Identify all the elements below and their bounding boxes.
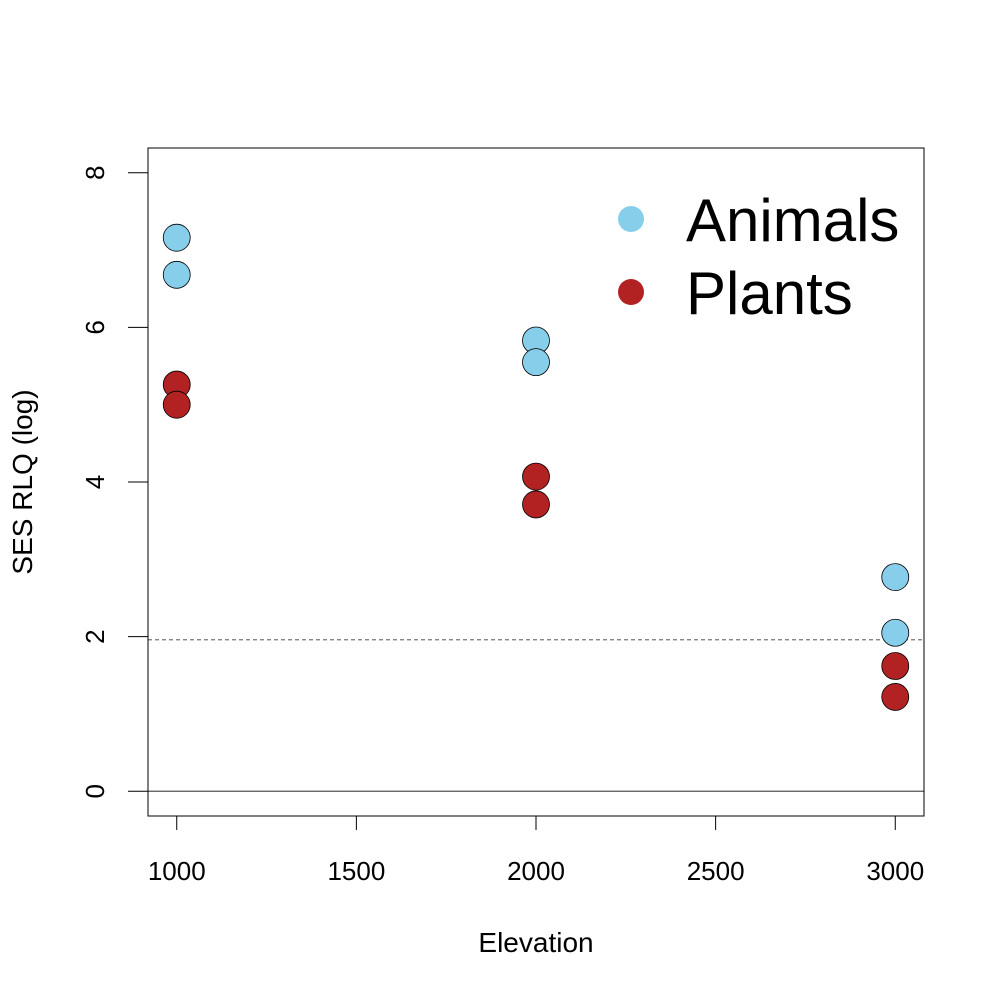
data-points <box>162 223 910 711</box>
animals-legend-label: Animals <box>686 187 899 254</box>
plants-point <box>522 462 550 491</box>
animals-point <box>522 348 550 377</box>
plants-legend-marker <box>618 279 644 305</box>
plants-point <box>881 652 910 680</box>
plants-point <box>881 683 910 711</box>
y-tick-label: 4 <box>80 475 110 489</box>
y-tick-label: 2 <box>80 629 110 643</box>
x-tick-label: 2500 <box>687 856 745 886</box>
animals-point <box>162 223 191 252</box>
x-tick-label: 1500 <box>327 856 385 886</box>
x-axis-title: Elevation <box>478 927 593 958</box>
y-tick-label: 6 <box>80 320 110 334</box>
x-tick-label: 3000 <box>866 856 924 886</box>
y-axis: 0 2 4 6 8 <box>80 166 148 798</box>
reference-lines <box>148 639 924 792</box>
animals-point <box>881 563 910 591</box>
y-tick-label: 0 <box>80 784 110 798</box>
animals-point <box>162 260 191 289</box>
y-tick-label: 8 <box>80 166 110 180</box>
animals-point <box>881 618 910 647</box>
animals-legend-marker <box>618 206 644 232</box>
x-axis: 1000 1500 2000 2500 3000 <box>148 816 924 886</box>
plants-point <box>522 490 550 519</box>
y-axis-title: SES RLQ (log) <box>7 389 38 574</box>
x-tick-label: 2000 <box>507 856 565 886</box>
plants-point <box>162 390 191 419</box>
x-tick-label: 1000 <box>148 856 206 886</box>
plants-legend-label: Plants <box>686 260 853 327</box>
